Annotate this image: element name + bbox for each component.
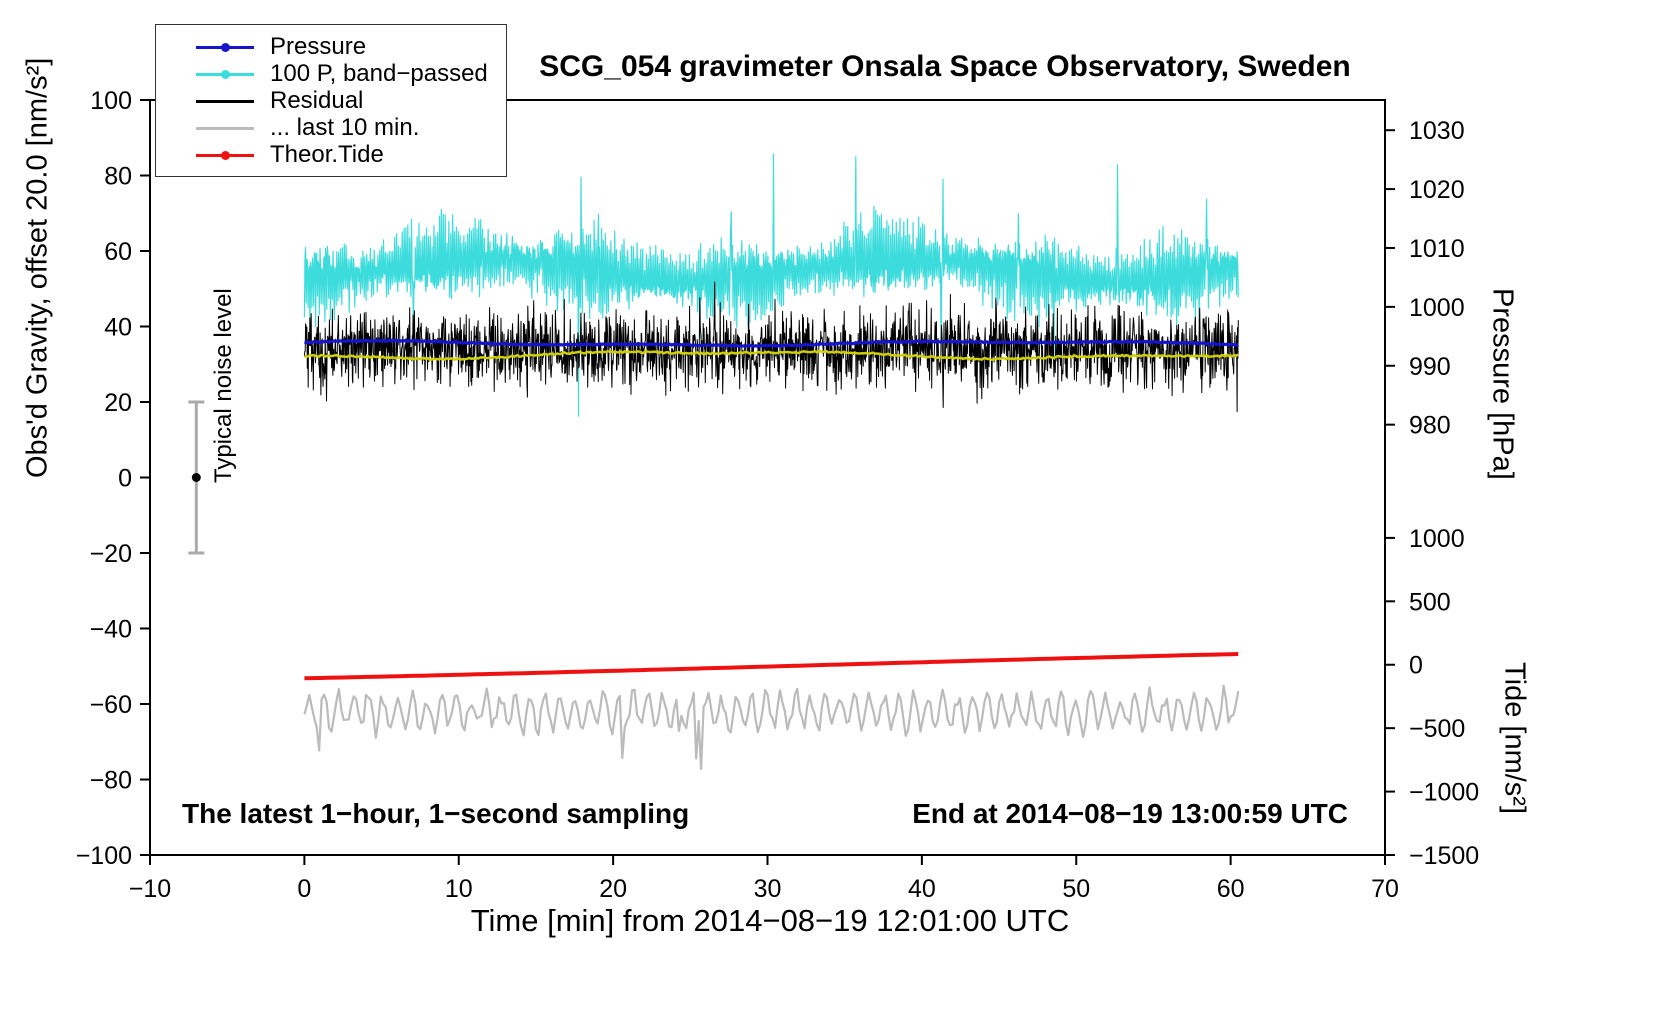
y-left-tick-label: 40 [104,314,132,342]
legend-swatch [196,69,254,79]
tide-tick-label: 0 [1409,652,1423,680]
x-tick-label: 50 [1062,875,1090,903]
tide-tick-label: −500 [1409,715,1465,743]
x-tick-label: 20 [599,875,627,903]
y-left-tick-label: 20 [104,389,132,417]
legend-label: ... last 10 min. [270,113,420,141]
x-tick-label: −10 [129,875,171,903]
y-left-tick-label: 60 [104,238,132,266]
y-left-tick-label: −40 [90,616,132,644]
y-left-tick-label: −60 [90,691,132,719]
pressure-tick-label: 980 [1409,412,1451,440]
series-theor-tide [304,652,1239,681]
x-tick-label: 30 [754,875,782,903]
series--last-10-min- [303,684,1240,771]
x-tick-label: 70 [1371,875,1399,903]
tide-tick-label: 1000 [1409,525,1465,553]
tide-tick-label: −1000 [1409,779,1479,807]
pressure-tick-label: 1010 [1409,235,1465,263]
pressure-tick-label: 990 [1409,353,1451,381]
y-left-tick-label: −20 [90,540,132,568]
y-left-tick-label: 80 [104,163,132,191]
x-tick-label: 40 [908,875,936,903]
legend-item-bandpassed: 100 P, band−passed [156,60,488,87]
series-pressure [304,338,1239,348]
x-tick-label: 60 [1217,875,1245,903]
legend-item-residual: Residual [156,87,488,114]
tide-tick-label: 500 [1409,588,1451,616]
legend-box: Pressure 100 P, band−passed Residual ...… [155,24,507,177]
y-left-tick-label: 0 [118,465,132,493]
sampling-note: The latest 1−hour, 1−second sampling [182,798,690,829]
legend-item-last10min: ... last 10 min. [156,114,488,141]
x-tick-label: 0 [297,875,311,903]
legend-item-theortide: Theor.Tide [156,141,488,168]
noise-bar-dot [191,473,201,482]
chart-title: SCG_054 gravimeter Onsala Space Observat… [539,50,1351,83]
legend-swatch [196,123,254,133]
legend-label: Pressure [270,32,367,60]
pressure-tick-label: 1020 [1409,176,1465,204]
legend-label: Theor.Tide [270,140,384,168]
end-time-note: End at 2014−08−19 13:00:59 UTC [912,798,1348,829]
legend-label: 100 P, band−passed [270,59,488,87]
series-residual-smoothed [304,349,1240,361]
y-left-tick-label: 100 [90,87,132,115]
x-axis-label: Time [min] from 2014−08−19 12:01:00 UTC [470,903,1070,938]
legend-swatch [196,150,254,160]
pressure-tick-label: 1030 [1409,117,1465,145]
y-left-tick-label: −80 [90,767,132,795]
y-left-tick-label: −100 [76,842,132,870]
legend-label: Residual [270,86,364,114]
tide-tick-label: −1500 [1409,842,1479,870]
legend-swatch [196,96,254,106]
x-tick-label: 10 [445,875,473,903]
series-100-p-band-passed [303,153,1239,417]
legend-item-pressure: Pressure [156,33,488,60]
legend-swatch [196,42,254,52]
series-residual [303,281,1239,413]
plot-frame [149,99,1386,856]
pressure-tick-label: 1000 [1409,294,1465,322]
